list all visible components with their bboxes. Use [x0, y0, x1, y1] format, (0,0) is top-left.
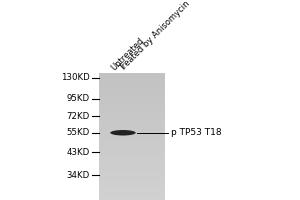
Bar	[99, 194, 165, 197]
Text: p TP53 T18: p TP53 T18	[171, 128, 222, 137]
Bar	[99, 149, 165, 152]
Bar	[99, 190, 165, 194]
Bar	[99, 111, 165, 114]
Bar	[99, 76, 165, 79]
Bar	[99, 127, 165, 130]
Bar	[99, 155, 165, 159]
Bar	[99, 124, 165, 127]
Text: 34KD: 34KD	[67, 171, 90, 180]
Bar	[99, 117, 165, 120]
Bar	[99, 152, 165, 155]
Bar	[99, 89, 165, 92]
Text: Untreated: Untreated	[109, 36, 146, 73]
Ellipse shape	[110, 130, 136, 136]
Bar	[99, 162, 165, 165]
Bar	[99, 85, 165, 89]
Text: 72KD: 72KD	[67, 112, 90, 121]
Bar	[99, 73, 165, 200]
Bar	[99, 73, 165, 76]
Text: 43KD: 43KD	[67, 148, 90, 157]
Bar	[99, 197, 165, 200]
Bar	[99, 133, 165, 136]
Text: 55KD: 55KD	[67, 128, 90, 137]
Bar	[99, 82, 165, 85]
Bar	[99, 120, 165, 124]
Bar	[99, 92, 165, 95]
Bar	[99, 114, 165, 117]
Bar	[99, 171, 165, 175]
Bar	[99, 187, 165, 190]
Bar	[99, 101, 165, 105]
Bar	[99, 108, 165, 111]
Bar	[99, 95, 165, 98]
Bar	[99, 140, 165, 143]
Bar	[99, 165, 165, 168]
Text: 130KD: 130KD	[61, 73, 90, 82]
Bar	[99, 146, 165, 149]
Bar	[99, 168, 165, 171]
Bar	[99, 181, 165, 184]
Bar	[99, 130, 165, 133]
Bar	[99, 79, 165, 82]
Bar	[99, 136, 165, 140]
Bar	[99, 143, 165, 146]
Bar	[99, 184, 165, 187]
Bar	[99, 175, 165, 178]
Text: Treated by Anisomycin: Treated by Anisomycin	[118, 0, 192, 73]
Bar	[99, 159, 165, 162]
Text: 95KD: 95KD	[67, 94, 90, 103]
Bar	[99, 105, 165, 108]
Bar	[99, 98, 165, 101]
Bar	[99, 178, 165, 181]
